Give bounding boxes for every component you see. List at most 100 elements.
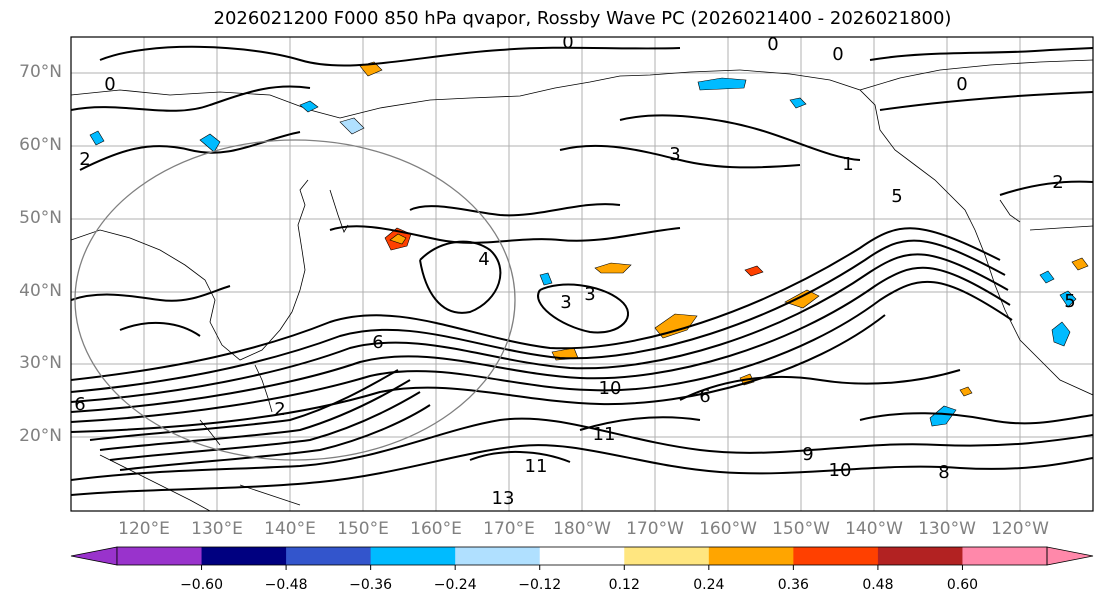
colorbar-tick-label: −0.60: [180, 577, 223, 593]
contour-line: [71, 314, 886, 433]
lon-label: 150°E: [337, 519, 389, 539]
coastline: [329, 189, 349, 233]
coastline: [99, 454, 211, 511]
colorbar-frame: [116, 546, 1048, 566]
contour-line: [409, 203, 621, 217]
anomaly-patch: [697, 77, 747, 91]
anomaly-patch: [789, 97, 807, 109]
contour-line: [999, 180, 1093, 196]
anomaly-patch: [1059, 290, 1077, 308]
contour-label: 3: [560, 292, 571, 313]
anomaly-patch: [929, 405, 957, 427]
anomaly-patch: [299, 100, 319, 113]
contour-line: [537, 283, 630, 334]
contour-line: [879, 91, 1093, 111]
colorbar-tick-label: −0.36: [349, 577, 393, 593]
contour-line: [89, 369, 399, 441]
contour-label: 0: [767, 34, 778, 55]
contour-label: 3: [584, 284, 595, 305]
anomaly-patch: [959, 386, 973, 397]
map-frame: [70, 36, 1094, 512]
anomaly-patch: [1071, 257, 1089, 271]
lon-label: 150°W: [772, 519, 830, 539]
contour-line: [71, 444, 1093, 496]
qvapor-contours: [71, 45, 1093, 496]
colorbar-segment: [708, 547, 794, 565]
contour-label: 11: [593, 424, 616, 445]
contour-label: 5: [1064, 291, 1075, 312]
contour-line: [619, 114, 861, 161]
coastline: [1029, 225, 1093, 231]
colorbar-max-arrow: [1046, 546, 1094, 566]
lon-label: 130°W: [918, 519, 976, 539]
coastline: [71, 229, 293, 361]
region-circle: [74, 139, 516, 461]
coastline: [339, 69, 741, 119]
anomaly-patch: [89, 130, 105, 146]
contour-label: 13: [492, 488, 515, 509]
contour-label: 2: [79, 149, 90, 170]
lon-label: 140°E: [264, 519, 316, 539]
coastlines: [71, 59, 1093, 511]
colorbar-segment: [793, 547, 879, 565]
lat-label: 20°N: [19, 426, 62, 446]
lon-label: 120°W: [991, 519, 1049, 539]
anomaly-patch: [339, 117, 365, 135]
contour-line: [679, 369, 961, 401]
contour-label: 10: [829, 460, 852, 481]
colorbar-tick-label: 0.36: [777, 577, 809, 593]
contour-label: 8: [938, 462, 949, 483]
lat-label: 50°N: [19, 208, 62, 228]
contour-label: 10: [599, 378, 622, 399]
contour-line: [71, 239, 1006, 393]
anomaly-patch: [199, 133, 221, 153]
map-title: 2026021200 F000 850 hPa qvapor, Rossby W…: [213, 8, 952, 29]
lon-label: 160°W: [699, 519, 757, 539]
colorbar-tick-label: 0.24: [693, 577, 725, 593]
contour-line: [469, 450, 571, 463]
colorbar-tick-label: −0.24: [433, 577, 477, 593]
contour-label: 0: [104, 74, 115, 95]
contour-line: [579, 416, 701, 431]
lon-label: 140°W: [845, 519, 903, 539]
anomaly-patch: [539, 272, 553, 286]
contour-line: [71, 266, 1011, 413]
colorbar-tick-label: 0.12: [608, 577, 640, 593]
contour-label: 6: [372, 332, 383, 353]
contour-label: 9: [802, 444, 813, 465]
colorbar-tick-label: −0.48: [264, 577, 308, 593]
lat-label: 70°N: [19, 62, 62, 82]
contour-label: 6: [74, 394, 85, 415]
contour-line: [119, 404, 431, 471]
lon-label: 160°E: [410, 519, 462, 539]
anomaly-patch: [1051, 321, 1071, 347]
colorbar-segment: [539, 547, 625, 565]
contour-label: 2: [1052, 172, 1063, 193]
contour-label: 0: [562, 32, 573, 53]
coastline: [999, 199, 1021, 223]
anomaly-patches: [89, 61, 1089, 427]
contour-line: [859, 412, 1093, 425]
colorbar-min-arrow: [70, 546, 118, 566]
contour-line: [119, 321, 201, 337]
contour-line: [869, 47, 1093, 61]
anomaly-patch: [594, 262, 632, 274]
colorbar-segment: [624, 547, 710, 565]
lon-label: 130°E: [191, 519, 243, 539]
coastline: [254, 364, 273, 413]
coastline: [859, 59, 1093, 91]
colorbar-segment: [455, 547, 541, 565]
contour-line: [71, 85, 311, 112]
contour-label: 5: [891, 186, 902, 207]
anomaly-patch: [389, 233, 407, 245]
contour-label: 2: [274, 399, 285, 420]
contour-line: [329, 225, 681, 244]
anomaly-patch: [784, 289, 820, 309]
lon-label: 170°E: [483, 519, 535, 539]
colorbar-segment: [117, 547, 203, 565]
contour-line: [109, 391, 421, 461]
contour-label: 6: [699, 386, 710, 407]
anomaly-patch: [1039, 270, 1055, 284]
lon-label: 180°W: [553, 519, 611, 539]
